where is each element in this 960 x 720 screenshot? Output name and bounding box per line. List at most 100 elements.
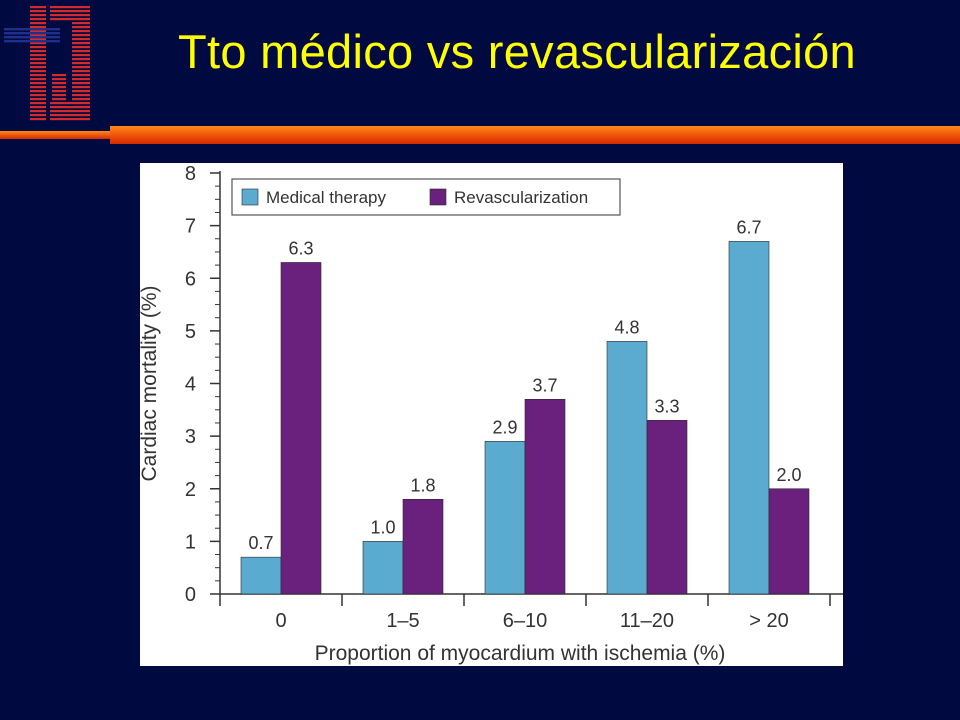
logo-stripe [52, 74, 66, 77]
logo-stripe [72, 26, 90, 29]
bar [402, 498, 444, 595]
logo-stripe [72, 86, 90, 89]
logo-stripe [30, 118, 46, 121]
logo-stripe [50, 18, 90, 21]
logo-stripe [72, 62, 90, 65]
logo-stripe [72, 42, 90, 45]
logo-stripe [30, 94, 46, 97]
logo-stripe [50, 110, 90, 113]
bar [646, 420, 688, 595]
bar [606, 341, 648, 595]
y-tick-label: 1 [185, 531, 196, 553]
logo-stripe [52, 78, 66, 81]
logo-stripe [30, 70, 46, 73]
logo-stripe [72, 90, 90, 93]
logo-stripe [72, 22, 90, 25]
legend-label: Revascularization [454, 188, 588, 207]
logo-stripe [30, 22, 46, 25]
y-tick-label: 7 [185, 216, 196, 238]
bar-value-label: 6.7 [736, 217, 761, 237]
bar-value-label: 6.3 [288, 238, 313, 258]
logo-stripe [72, 30, 90, 33]
logo-stripe [72, 94, 90, 97]
logo-stripe [52, 82, 66, 85]
y-tick-label: 4 [185, 374, 196, 396]
bar [362, 541, 404, 595]
logo-stripe [72, 74, 90, 77]
logo-stripe [72, 34, 90, 37]
logo-stripe [30, 34, 46, 37]
bar [728, 241, 770, 595]
logo-stripe [30, 54, 46, 57]
logo-stripe [30, 98, 46, 101]
logo-stripe [30, 106, 46, 109]
legend: Medical therapy Revascularization [231, 178, 621, 216]
logo-stripe [30, 38, 46, 41]
logo-stripe [50, 14, 90, 17]
x-tick-label: > 20 [749, 610, 788, 632]
y-tick-label: 8 [185, 163, 196, 185]
logo-stripe [72, 70, 90, 73]
logo-stripe [30, 82, 46, 85]
x-tick-label: 1–5 [386, 610, 419, 632]
logo-stripe [50, 6, 90, 9]
logo-stripe [50, 102, 90, 105]
title-divider-left [0, 131, 110, 139]
bar [524, 398, 566, 595]
logo-stripe [30, 26, 46, 29]
logo-stripe [52, 98, 66, 101]
logo-stripe [30, 78, 46, 81]
logo-stripe [72, 78, 90, 81]
bar-value-label: 2.9 [492, 417, 517, 437]
logo-icon [4, 6, 90, 121]
logo-stripe [30, 50, 46, 53]
logo-stripe [52, 94, 66, 97]
slide-title: Tto médico vs revascularización [178, 25, 856, 78]
chart-panel: 0 1 2 3 4 5 6 7 8 0 0.7 6.3 1–5 1.0 1.8 6–10 2.9 3.7 11–20… [140, 163, 843, 666]
y-tick-label: 0 [185, 584, 196, 606]
logo-blue-stripe [4, 28, 60, 31]
logo-stripe [30, 6, 46, 9]
logo-stripe [30, 46, 46, 49]
logo-stripe [30, 114, 46, 117]
logo-stripe [52, 90, 66, 93]
legend-swatch [429, 188, 447, 206]
logo-stripe [72, 58, 90, 61]
y-tick-label: 2 [185, 479, 196, 501]
logo-stripe [50, 106, 90, 109]
legend-box [231, 178, 621, 216]
x-axis-title: Proportion of myocardium with ischemia (… [315, 642, 726, 665]
bar [240, 556, 282, 595]
logo-stripe [50, 114, 90, 117]
x-tick-label: 6–10 [503, 610, 548, 632]
bar-value-label: 1.0 [370, 517, 395, 537]
logo-stripe [50, 118, 90, 121]
bar [484, 441, 526, 595]
logo-stripe [30, 58, 46, 61]
logo-stripe [72, 54, 90, 57]
x-tick-label: 0 [275, 610, 286, 632]
logo-stripe [30, 62, 46, 65]
logo-stripe [30, 90, 46, 93]
logo-stripe [72, 98, 90, 101]
logo-stripe [30, 110, 46, 113]
bar [280, 262, 322, 595]
logo-stripe [72, 46, 90, 49]
bar-value-label: 3.7 [532, 375, 557, 395]
legend-label: Medical therapy [266, 188, 387, 207]
logo-stripe [30, 102, 46, 105]
logo-blue-stripe [4, 36, 60, 39]
logo-stripe [72, 82, 90, 85]
logo-stripe [30, 14, 46, 17]
logo-stripe [30, 30, 46, 33]
logo-stripe [52, 86, 66, 89]
logo-blue-stripe [4, 40, 60, 43]
logo-stripe [30, 18, 46, 21]
logo-stripe [30, 66, 46, 69]
logo-stripe [30, 86, 46, 89]
x-tick-label: 11–20 [620, 610, 674, 632]
logo-stripes [30, 6, 90, 121]
title-divider [110, 126, 960, 144]
y-tick-label: 3 [185, 426, 196, 448]
bar-value-label: 2.0 [776, 465, 801, 485]
